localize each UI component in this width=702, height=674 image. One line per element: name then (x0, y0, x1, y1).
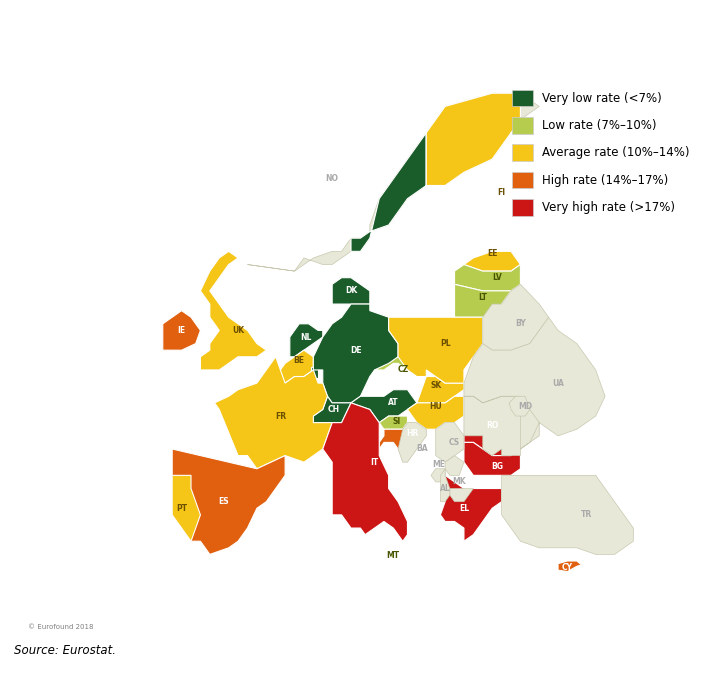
Text: CY: CY (562, 563, 573, 572)
Polygon shape (379, 423, 426, 462)
Text: BA: BA (416, 444, 428, 454)
Polygon shape (215, 357, 332, 468)
Polygon shape (440, 475, 502, 541)
Polygon shape (332, 278, 370, 304)
Text: PT: PT (176, 503, 187, 513)
Text: ES: ES (218, 497, 230, 506)
Text: HU: HU (430, 402, 442, 411)
Text: EL: EL (459, 503, 469, 513)
Polygon shape (464, 396, 539, 456)
Polygon shape (398, 423, 426, 462)
Text: NL: NL (300, 332, 312, 342)
Legend: Very low rate (<7%), Low rate (7%–10%), Average rate (10%–14%), High rate (14%–1: Very low rate (<7%), Low rate (7%–10%), … (508, 86, 694, 219)
Text: DK: DK (345, 286, 357, 295)
Polygon shape (313, 304, 398, 403)
Text: MT: MT (386, 551, 399, 560)
Text: CH: CH (328, 405, 340, 414)
Text: MK: MK (452, 477, 466, 487)
Text: LT: LT (478, 293, 487, 302)
Polygon shape (163, 311, 200, 350)
Polygon shape (280, 350, 313, 383)
Polygon shape (200, 251, 266, 370)
Polygon shape (464, 251, 520, 271)
Text: HR: HR (406, 429, 418, 437)
Text: AL: AL (439, 484, 451, 493)
Polygon shape (417, 377, 464, 403)
Polygon shape (464, 442, 520, 475)
Polygon shape (313, 396, 351, 423)
Text: FI: FI (498, 187, 505, 197)
Polygon shape (483, 284, 549, 350)
Text: EE: EE (487, 249, 498, 259)
Polygon shape (509, 396, 530, 416)
Text: CZ: CZ (397, 365, 409, 375)
Polygon shape (290, 324, 323, 357)
Polygon shape (351, 390, 417, 423)
Text: DE: DE (350, 346, 362, 355)
Text: SE: SE (407, 208, 418, 216)
Polygon shape (454, 264, 520, 291)
Text: SI: SI (392, 417, 400, 426)
Text: MD: MD (518, 402, 532, 411)
Text: AT: AT (388, 398, 399, 407)
Polygon shape (310, 367, 318, 378)
Text: FR: FR (275, 412, 286, 421)
Polygon shape (248, 93, 539, 271)
Polygon shape (407, 396, 464, 429)
Polygon shape (502, 475, 633, 555)
Polygon shape (389, 317, 483, 383)
Text: ME: ME (432, 460, 445, 469)
Polygon shape (172, 449, 285, 555)
Polygon shape (450, 489, 473, 501)
Text: LV: LV (492, 273, 502, 282)
Polygon shape (464, 317, 605, 456)
Text: © Eurofound 2018: © Eurofound 2018 (28, 624, 93, 630)
Text: IT: IT (371, 458, 378, 466)
Polygon shape (172, 475, 200, 541)
Text: BG: BG (491, 462, 503, 470)
Text: TR: TR (581, 510, 592, 520)
Polygon shape (436, 423, 464, 462)
Polygon shape (379, 416, 407, 429)
Text: CS: CS (449, 438, 460, 447)
Polygon shape (558, 561, 581, 572)
Polygon shape (323, 403, 407, 541)
Polygon shape (351, 93, 520, 291)
Text: NO: NO (326, 175, 338, 183)
Polygon shape (390, 553, 395, 557)
Text: UA: UA (552, 379, 564, 388)
Polygon shape (454, 284, 511, 317)
Text: BE: BE (293, 357, 305, 365)
Text: PL: PL (439, 339, 451, 348)
Polygon shape (440, 468, 450, 501)
Text: RO: RO (486, 421, 498, 430)
Text: UK: UK (232, 326, 244, 335)
Polygon shape (426, 93, 539, 238)
Text: IE: IE (178, 326, 185, 335)
Text: Source: Eurostat.: Source: Eurostat. (14, 644, 116, 657)
Polygon shape (375, 357, 426, 377)
Polygon shape (431, 468, 445, 482)
Text: SK: SK (430, 381, 442, 390)
Text: BY: BY (515, 319, 526, 328)
Polygon shape (445, 456, 464, 475)
